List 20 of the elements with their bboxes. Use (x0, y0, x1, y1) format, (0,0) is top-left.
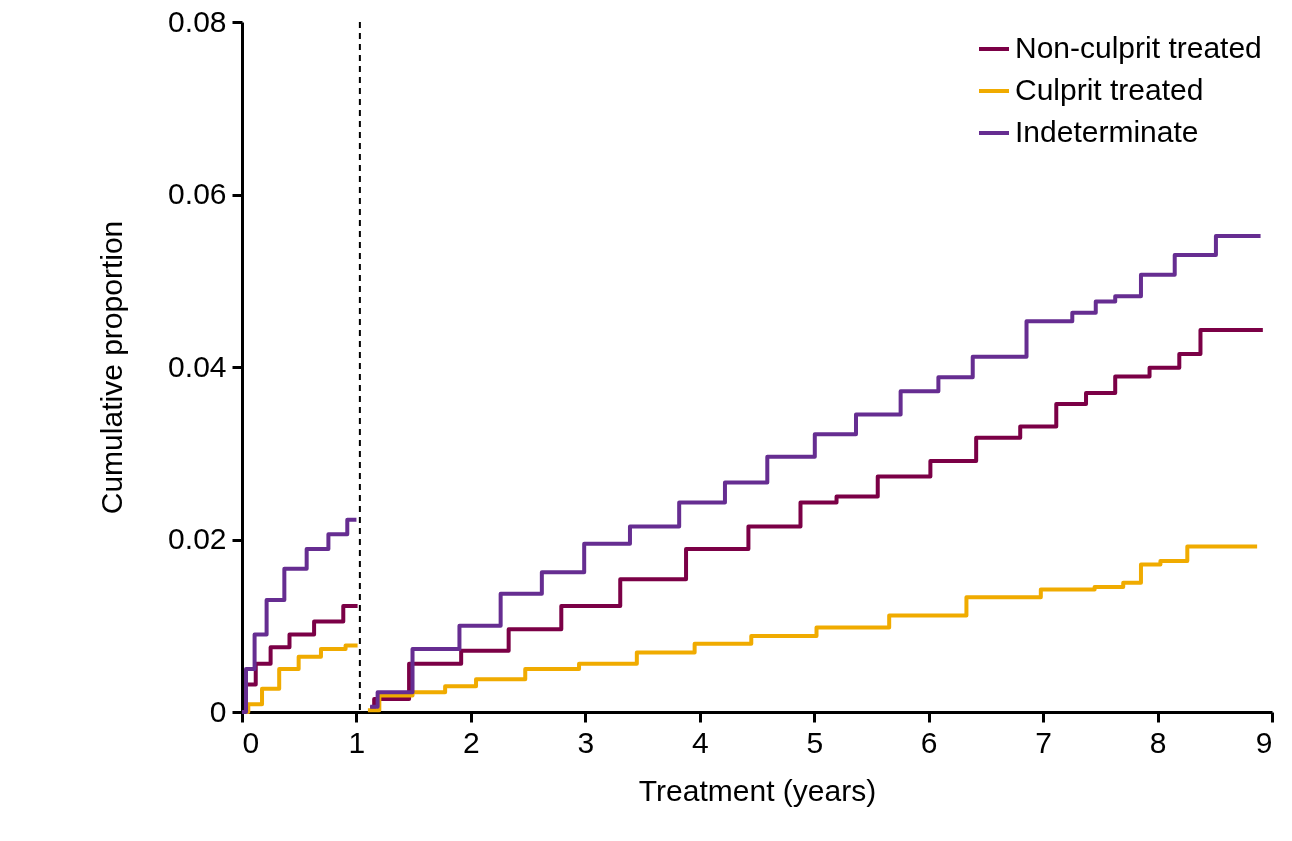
y-tick-label: 0.02 (168, 522, 227, 555)
x-tick-label: 6 (920, 725, 938, 759)
legend-label: Culprit treated (1015, 73, 1204, 106)
x-tick-label: 9 (1255, 725, 1273, 759)
x-tick-label: 8 (1149, 725, 1167, 759)
x-tick-label: 0 (242, 725, 260, 759)
legend-label: Non-culprit treated (1015, 31, 1262, 64)
x-tick-label: 7 (1035, 725, 1052, 759)
y-axis-title: Cumulative proportion (95, 220, 129, 515)
y-tick-label: 0 (209, 694, 227, 728)
x-tick-label: 2 (463, 725, 480, 759)
x-tick-label: 3 (577, 725, 595, 759)
x-tick-label: 4 (691, 725, 709, 759)
x-axis-title: Treatment (years) (638, 773, 877, 807)
x-tick-label: 1 (348, 725, 366, 759)
x-tick-label: 5 (806, 725, 824, 759)
legend-label: Indeterminate (1015, 115, 1199, 148)
y-tick-label: 0.06 (168, 177, 227, 210)
y-tick-label: 0.04 (168, 349, 227, 383)
y-tick-label: 0.08 (168, 4, 227, 38)
